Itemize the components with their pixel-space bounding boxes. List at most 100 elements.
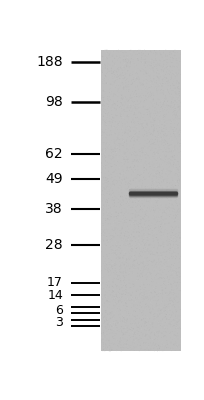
Point [152, 57, 155, 64]
Point [117, 143, 120, 150]
Point [115, 318, 118, 324]
Point [167, 296, 170, 303]
Point [160, 220, 163, 226]
Point [164, 337, 167, 343]
Point [163, 104, 166, 111]
Point [141, 150, 144, 156]
Point [170, 261, 173, 268]
Point [177, 239, 180, 245]
Point [175, 326, 178, 333]
Point [164, 317, 167, 324]
Point [116, 311, 119, 318]
Point [101, 56, 105, 62]
Point [166, 159, 170, 166]
Point [166, 143, 169, 149]
Point [106, 311, 109, 317]
Point [135, 48, 139, 54]
Point [143, 187, 146, 194]
Point [143, 156, 146, 163]
Point [132, 121, 135, 127]
Point [154, 106, 157, 112]
Point [112, 100, 115, 107]
Point [142, 203, 145, 209]
Point [105, 203, 108, 209]
Point [100, 160, 103, 166]
Point [138, 68, 142, 74]
Point [150, 267, 153, 273]
Point [172, 102, 176, 108]
Point [100, 104, 103, 110]
Point [134, 302, 137, 308]
Point [114, 68, 117, 75]
Point [123, 231, 126, 237]
Point [112, 100, 115, 106]
Point [120, 173, 123, 180]
Point [150, 141, 154, 147]
Point [114, 92, 117, 98]
Point [158, 82, 161, 89]
Point [116, 149, 119, 155]
Point [121, 197, 124, 203]
Point [157, 345, 160, 352]
Point [157, 259, 160, 266]
Point [107, 50, 110, 57]
Point [176, 199, 180, 205]
Point [144, 150, 147, 156]
Point [128, 170, 131, 176]
Point [115, 228, 119, 234]
Point [173, 188, 176, 195]
Point [125, 174, 129, 180]
Point [124, 344, 127, 351]
Point [141, 326, 144, 333]
Point [140, 259, 143, 266]
Point [177, 343, 181, 350]
Point [148, 69, 151, 76]
Point [110, 345, 114, 352]
Point [170, 336, 173, 342]
Point [105, 297, 108, 304]
Point [105, 74, 108, 80]
Point [123, 305, 126, 312]
Point [149, 102, 152, 108]
Point [174, 242, 178, 248]
Point [157, 112, 160, 118]
Point [113, 218, 117, 225]
Point [115, 274, 118, 280]
Point [174, 272, 177, 278]
Point [120, 255, 124, 261]
Point [108, 323, 111, 329]
Point [161, 220, 164, 227]
Point [101, 65, 104, 72]
Point [126, 105, 129, 111]
Point [172, 97, 176, 104]
Point [121, 201, 125, 208]
Point [173, 225, 176, 231]
Point [123, 157, 127, 163]
Point [135, 136, 138, 142]
Point [103, 230, 106, 236]
Point [136, 243, 140, 250]
Point [118, 187, 122, 193]
Point [137, 76, 140, 82]
Point [103, 196, 106, 202]
Point [164, 202, 167, 208]
Point [151, 306, 154, 313]
Point [170, 94, 173, 100]
Point [140, 309, 143, 316]
Point [106, 264, 109, 271]
Point [158, 58, 161, 64]
Point [148, 80, 152, 86]
Point [149, 206, 152, 212]
Point [156, 48, 160, 54]
Point [116, 162, 120, 168]
Point [159, 308, 162, 314]
Point [173, 76, 176, 82]
Point [172, 193, 175, 200]
Point [125, 242, 128, 248]
Point [116, 102, 119, 108]
Point [170, 238, 173, 245]
Point [124, 186, 127, 192]
Point [108, 262, 111, 268]
Point [150, 342, 153, 348]
Point [172, 266, 175, 272]
